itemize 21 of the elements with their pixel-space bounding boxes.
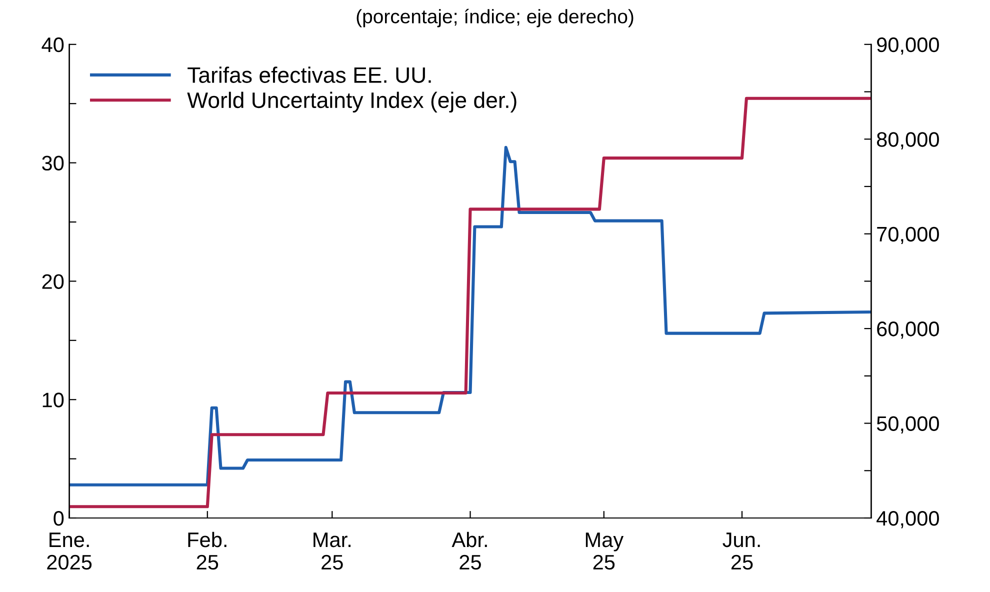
legend-label: Tarifas efectivas EE. UU. xyxy=(188,66,431,83)
y2-tick-label: 50,000 xyxy=(876,416,939,434)
y-tick-label: 10 xyxy=(42,392,64,408)
x-tick-label: Feb. 25 xyxy=(188,532,226,570)
line-series xyxy=(69,146,872,486)
y2-tick-label: 40,000 xyxy=(876,511,939,528)
chart-subtitle: (porcentaje; índice; eje derecho) xyxy=(356,8,634,28)
y2-tick-label: 80,000 xyxy=(876,132,939,150)
y-tick-label: 20 xyxy=(42,274,64,289)
y2-tick-label: 60,000 xyxy=(877,322,939,339)
y2-tick-label: 70,000 xyxy=(877,226,939,244)
legend-label: World Uncertainty Index (eje der.) xyxy=(187,92,516,112)
x-tick-label: May 25 xyxy=(586,532,624,570)
y-tick-label: 40 xyxy=(42,37,64,52)
y2-tick-label: 90,000 xyxy=(877,37,939,55)
x-tick-label: Jun. 25 xyxy=(722,532,760,570)
y-tick-label: 0 xyxy=(54,511,64,526)
y-tick-label: 30 xyxy=(42,156,64,171)
x-tick-label: Mar. 25 xyxy=(314,532,351,570)
x-tick-label: Abr. 25 xyxy=(452,532,487,570)
x-tick-label: Ene. 2025 xyxy=(47,532,92,570)
